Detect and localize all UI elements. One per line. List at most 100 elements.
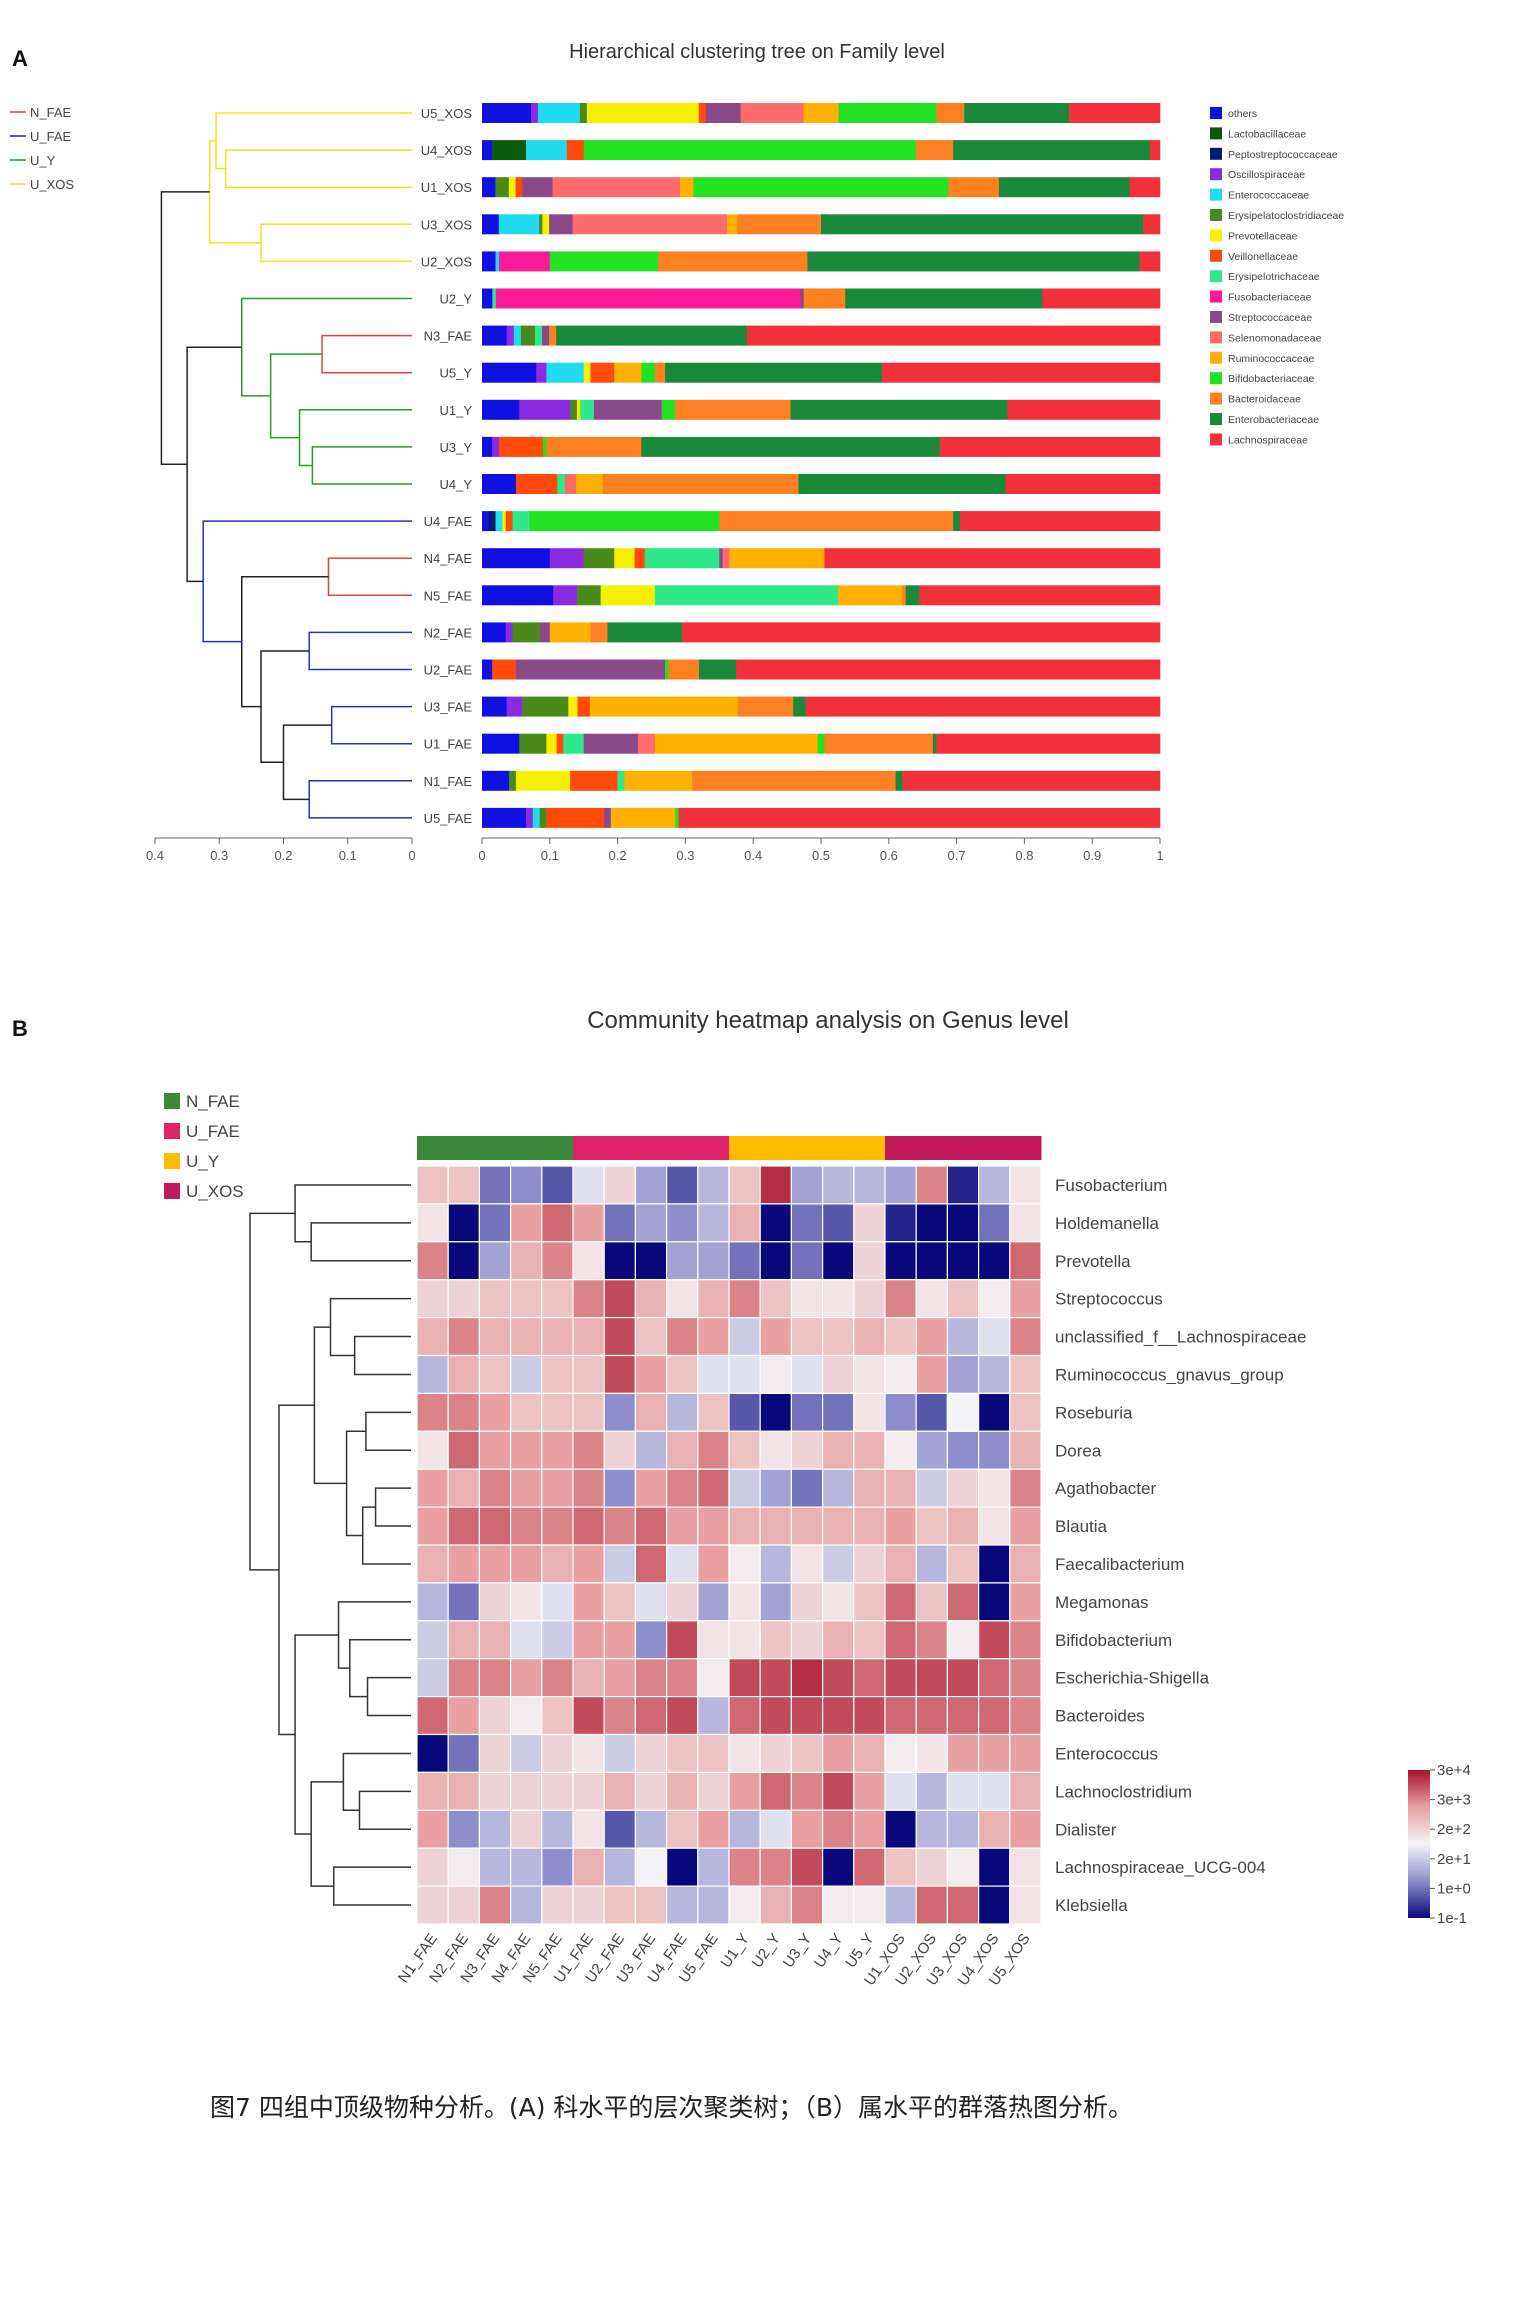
bar-segment-N5_FAE-Erysipelotrichaceae <box>654 585 839 606</box>
bar-segment-U5_FAE-others <box>482 807 527 828</box>
heatmap-cell-Ruminococcus_gnavus_group-N4_FAE <box>510 1354 543 1395</box>
heatmap-cell-Enterococcus-U3_Y <box>790 1733 824 1774</box>
bar-segment-N4_FAE-Prevotellaceae <box>614 548 635 569</box>
bar-segment-U3_FAE-Bacteroidaceae <box>737 696 794 717</box>
heatmap-cell-Escherichia-Shigella-U1_Y <box>728 1658 761 1698</box>
heatmap-cell-Escherichia-Shigella-N3_FAE <box>478 1658 512 1698</box>
sample-label-U4_FAE: U4_FAE <box>424 514 473 529</box>
heatmap-cell-Faecalibacterium-U4_XOS <box>977 1544 1011 1584</box>
family-label-Peptostreptococcaceae: Peptostreptococcaceae <box>1228 149 1338 161</box>
heatmap-cell-Dialister-U1_Y <box>728 1809 761 1849</box>
group-bar-U_FAE <box>573 1136 730 1160</box>
heatmap-cell-Bifidobacterium-U2_FAE <box>603 1620 637 1660</box>
bar-segment-U4_XOS-Veillonellaceae <box>566 140 584 161</box>
heatmap-cell-Klebsiella-U2_FAE <box>603 1885 637 1925</box>
heatmap-cell-Holdemanella-N3_FAE <box>478 1203 512 1243</box>
heatmap-cell-Lachnoclostridium-N4_FAE <box>510 1771 543 1811</box>
heatmap-cell-Faecalibacterium-N1_FAE <box>416 1544 449 1584</box>
heatmap-cell-Enterococcus-N3_FAE <box>478 1733 512 1774</box>
heatmap-cell-Dorea-U2_Y <box>759 1430 793 1470</box>
bar-segment-U3_Y-Bacteroidaceae <box>546 436 642 457</box>
bar-segment-U1_Y-Oscillospiraceae <box>519 399 571 420</box>
bar-segment-U2_FAE-others <box>482 659 493 680</box>
heatmap-cell-Megamonas-U3_FAE <box>634 1582 668 1622</box>
heatmap-cell-Enterococcus-U5_Y <box>853 1733 886 1774</box>
heatmap-cell-Blautia-U4_FAE <box>665 1506 699 1546</box>
heatmap-cell-Dialister-U4_FAE <box>665 1809 699 1849</box>
bar-segment-U1_XOS-Enterobacteriaceae <box>998 177 1131 198</box>
tree-axis-label-0: 0 <box>408 848 415 863</box>
heatmap-cell-Roseburia-U5_Y <box>853 1392 886 1432</box>
heatmap-cell-Streptococcus-N4_FAE <box>510 1279 543 1319</box>
bar-axis-label-0.9: 0.9 <box>1083 848 1101 863</box>
bar-segment-U2_Y-Enterobacteriaceae <box>845 288 1043 309</box>
sample-label-U3_XOS: U3_XOS <box>421 217 473 232</box>
bar-segment-U3_XOS-others <box>482 214 500 235</box>
heatmap-cell-Lachnospiraceae_UCG-004-N3_FAE <box>478 1847 512 1887</box>
family-label-Oscillospiraceae: Oscillospiraceae <box>1228 169 1305 181</box>
heatmap-cell-unclassified_f__Lachnospiraceae-N2_FAE <box>447 1316 481 1357</box>
tree-legend-label-U_Y: U_Y <box>30 153 56 168</box>
heatmap-cell-Dialister-U1_XOS <box>884 1809 917 1849</box>
family-swatch-Erysipelatoclostridiaceae <box>1210 209 1222 221</box>
tree-b-branch-7 <box>361 1506 411 1565</box>
heatmap-cell-Prevotella-U5_XOS <box>1009 1241 1042 1281</box>
bar-segment-U3_FAE-Ruminococcaceae <box>589 696 739 717</box>
heatmap-cell-Prevotella-N1_FAE <box>416 1241 449 1281</box>
heatmap-cell-Escherichia-Shigella-U2_XOS <box>915 1658 949 1698</box>
heatmap-cell-Fusobacterium-N3_FAE <box>478 1165 512 1205</box>
bar-segment-U5_Y-others <box>482 362 537 383</box>
heatmap-cell-Bacteroides-U3_FAE <box>634 1695 668 1736</box>
tree-axis-label-0.2: 0.2 <box>274 848 292 863</box>
bar-segment-N5_FAE-Erysipelatoclostridiaceae <box>576 585 601 606</box>
heatmap-cell-Klebsiella-U5_Y <box>853 1885 886 1925</box>
heatmap-cell-Klebsiella-U4_Y <box>821 1885 855 1925</box>
heatmap-cell-Streptococcus-U1_XOS <box>884 1279 917 1319</box>
heatmap-cell-Holdemanella-U3_FAE <box>634 1203 668 1243</box>
bar-segment-N3_FAE-Enterococcaceae <box>513 325 522 346</box>
family-swatch-Bacteroidaceae <box>1210 392 1222 405</box>
heatmap-cell-Dorea-U4_Y <box>821 1430 855 1470</box>
heatmap-cell-Dialister-U5_FAE <box>697 1809 730 1849</box>
bar-segment-U1_Y-Enterobacteriaceae <box>790 399 1008 420</box>
heatmap-cell-Streptococcus-N5_FAE <box>541 1279 574 1319</box>
bar-segment-N3_FAE-Enterobacteriaceae <box>556 325 748 346</box>
heatmap-cell-Agathobacter-U2_FAE <box>603 1468 637 1508</box>
bar-segment-U5_FAE-Oscillospiraceae <box>526 807 534 828</box>
bar-segment-U5_XOS-Oscillospiraceae <box>530 103 539 123</box>
heatmap-cell-Bacteroides-N2_FAE <box>447 1695 481 1736</box>
family-swatch-Fusobacteriaceae <box>1210 290 1222 303</box>
heatmap-cell-Blautia-U1_FAE <box>572 1506 605 1546</box>
heatmap-cell-Agathobacter-U5_FAE <box>697 1468 730 1508</box>
heatmap-cell-Holdemanella-N5_FAE <box>541 1203 574 1243</box>
bar-segment-U5_Y-Ruminococcaceae <box>614 362 642 383</box>
heatmap-cell-Agathobacter-U5_XOS <box>1009 1468 1042 1508</box>
bar-segment-U3_Y-others <box>482 436 493 457</box>
heatmap-cell-Bacteroides-U1_XOS <box>884 1695 917 1736</box>
bar-segment-U2_Y-Lachnospiraceae <box>1042 288 1161 309</box>
bar-segment-U2_FAE-Enterobacteriaceae <box>698 659 737 680</box>
tree-legend-label-U_XOS: U_XOS <box>30 177 74 192</box>
sample-label-U5_XOS: U5_XOS <box>421 106 473 121</box>
genus-label-Streptococcus: Streptococcus <box>1055 1290 1163 1309</box>
heatmap-cell-Lachnospiraceae_UCG-004-U1_FAE <box>572 1847 605 1887</box>
heatmap-cell-Blautia-U5_FAE <box>697 1506 730 1546</box>
bar-segment-N3_FAE-Streptococcaceae <box>542 325 550 346</box>
family-swatch-Ruminococcaceae <box>1210 351 1222 364</box>
sample-label-N2_FAE: N2_FAE <box>424 625 473 640</box>
heatmap-cell-Blautia-U5_Y <box>853 1506 886 1546</box>
heatmap-cell-Faecalibacterium-U1_Y <box>728 1544 761 1584</box>
heatmap-cell-Fusobacterium-U3_FAE <box>634 1165 668 1205</box>
heatmap-cell-Enterococcus-N2_FAE <box>447 1733 481 1774</box>
heatmap-cell-Agathobacter-U3_FAE <box>634 1468 668 1508</box>
heatmap-cell-Klebsiella-N3_FAE <box>478 1885 512 1925</box>
bar-segment-U4_FAE-Bacteroidaceae <box>719 511 954 532</box>
heatmap-cell-Escherichia-Shigella-U4_XOS <box>977 1658 1011 1698</box>
genus-label-Fusobacterium: Fusobacterium <box>1055 1176 1167 1195</box>
tree-b-branch-10 <box>366 1676 411 1717</box>
heatmap-cell-Ruminococcus_gnavus_group-U1_FAE <box>572 1354 605 1395</box>
heatmap-cell-Blautia-N5_FAE <box>541 1506 574 1546</box>
bar-segment-N1_FAE-Prevotellaceae <box>515 770 571 791</box>
bar-axis-label-0: 0 <box>478 848 485 863</box>
heatmap-cell-Enterococcus-N5_FAE <box>541 1733 574 1774</box>
